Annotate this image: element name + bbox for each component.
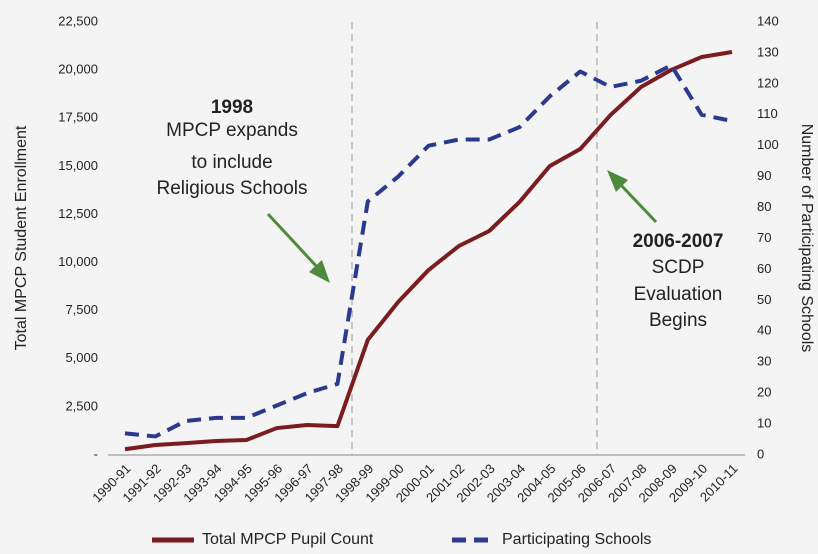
y2-tick-label: 10 xyxy=(757,416,771,431)
y-tick-label: 15,000 xyxy=(58,158,98,173)
series-line xyxy=(124,63,733,439)
y-tick-label: 2,500 xyxy=(65,398,98,413)
y2-tick-label: 100 xyxy=(757,137,779,152)
y2-tick-label: 140 xyxy=(757,13,779,28)
annotation: 1998 MPCP expands to include Religious S… xyxy=(156,97,330,283)
y2-tick-label: 50 xyxy=(757,292,771,307)
series-line xyxy=(124,50,733,452)
y-axis-title: Total MPCP Student Enrollment xyxy=(13,125,30,350)
y2-tick-label: 20 xyxy=(757,385,771,400)
arrow xyxy=(618,182,658,224)
y-tick-label: 12,500 xyxy=(58,206,98,221)
y-tick-label: - xyxy=(94,446,98,461)
annotation: 2006-2007 SCDP Evaluation Begins xyxy=(607,170,723,331)
y2-tick-label: 110 xyxy=(757,106,778,121)
y2-tick-label: 0 xyxy=(757,446,764,461)
annotation-text: Begins xyxy=(649,310,707,331)
y-tick-label: 10,000 xyxy=(58,254,98,269)
annotation-text: Religious Schools xyxy=(156,178,307,199)
annotation-text: MPCP expands xyxy=(166,120,298,141)
y2-tick-label: 60 xyxy=(757,261,771,276)
annotation-text: Evaluation xyxy=(634,284,723,305)
legend-label: Total MPCP Pupil Count xyxy=(202,531,374,548)
y-tick-label: 7,500 xyxy=(65,302,98,317)
y-tick-label: 22,500 xyxy=(58,13,98,28)
annotation-title: 2006-2007 xyxy=(633,231,724,252)
y2-tick-label: 70 xyxy=(757,230,771,245)
y2-tick-label: 30 xyxy=(757,354,771,369)
y2-tick-label: 120 xyxy=(757,75,779,90)
y2-axis-title: Number of Participating Schools xyxy=(798,124,815,353)
arrow xyxy=(266,212,320,270)
annotation-title: 1998 xyxy=(211,97,253,118)
legend-label: Participating Schools xyxy=(502,531,651,548)
y-tick-label: 17,500 xyxy=(58,110,98,125)
y2-tick-label: 40 xyxy=(757,323,771,338)
y2-tick-label: 80 xyxy=(757,199,771,214)
annotation-text: to include xyxy=(191,152,272,173)
arrow-head xyxy=(607,170,628,192)
y2-tick-label: 90 xyxy=(757,168,771,183)
y-tick-label: 20,000 xyxy=(58,62,98,77)
annotation-text: SCDP xyxy=(652,257,705,278)
y2-tick-label: 130 xyxy=(757,44,779,59)
arrow-head xyxy=(309,260,330,283)
y-tick-label: 5,000 xyxy=(65,350,98,365)
